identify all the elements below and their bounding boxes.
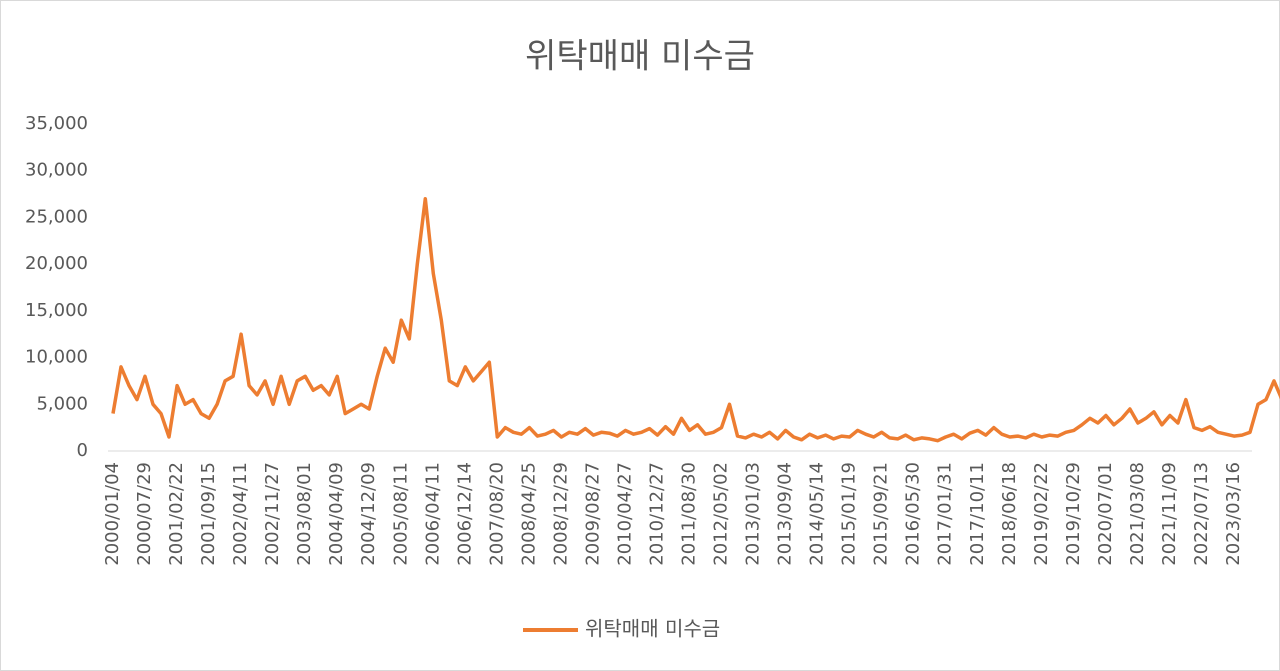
x-tick-label: 2016/05/30 xyxy=(903,462,924,566)
x-tick-label: 2010/04/27 xyxy=(614,462,635,566)
x-tick-label: 2015/01/19 xyxy=(839,462,860,566)
x-tick-label: 2012/05/02 xyxy=(711,462,732,566)
x-tick-label: 2023/03/16 xyxy=(1223,462,1244,566)
x-tick-label: 2002/04/11 xyxy=(230,462,251,566)
chart-title: 위탁매매 미수금 xyxy=(525,37,755,77)
y-tick-label: 5,000 xyxy=(36,393,88,414)
x-tick-label: 2001/09/15 xyxy=(198,462,219,566)
x-tick-label: 2002/11/27 xyxy=(262,462,283,566)
x-tick-label: 2003/08/01 xyxy=(294,462,315,566)
x-tick-label: 2004/12/09 xyxy=(358,462,379,566)
x-tick-label: 2006/04/11 xyxy=(422,462,443,566)
x-tick-label: 2009/08/27 xyxy=(582,462,603,566)
x-tick-label: 2019/02/22 xyxy=(1031,462,1052,566)
x-tick-label: 2019/10/29 xyxy=(1063,462,1084,566)
x-tick-label: 2022/07/13 xyxy=(1191,462,1212,566)
x-tick-label: 2013/01/03 xyxy=(743,462,764,566)
x-tick-label: 2013/09/04 xyxy=(775,462,796,566)
x-tick-label: 2006/12/14 xyxy=(454,462,475,566)
x-tick-label: 2014/05/14 xyxy=(807,462,828,566)
x-tick-label: 2017/01/31 xyxy=(935,462,956,566)
x-tick-label: 2000/01/04 xyxy=(102,462,123,566)
x-tick-label: 2000/07/29 xyxy=(134,462,155,566)
x-tick-label: 2010/12/27 xyxy=(646,462,667,566)
y-tick-label: 35,000 xyxy=(25,113,88,134)
x-tick-label: 2011/08/30 xyxy=(679,462,700,566)
y-tick-label: 15,000 xyxy=(25,300,88,321)
x-tick-label: 2007/08/20 xyxy=(486,462,507,566)
x-tick-label: 2008/04/25 xyxy=(518,462,539,566)
x-tick-label: 2017/10/11 xyxy=(967,462,988,566)
x-tick-label: 2018/06/18 xyxy=(999,462,1020,566)
x-tick-label: 2021/03/08 xyxy=(1127,462,1148,566)
y-tick-label: 25,000 xyxy=(25,206,88,227)
x-tick-label: 2020/07/01 xyxy=(1095,462,1116,566)
y-tick-label: 10,000 xyxy=(25,347,88,368)
x-tick-label: 2001/02/22 xyxy=(166,462,187,566)
y-tick-label: 30,000 xyxy=(25,160,88,181)
x-tick-label: 2015/09/21 xyxy=(871,462,892,566)
x-tick-label: 2021/11/09 xyxy=(1159,462,1180,566)
y-tick-label: 20,000 xyxy=(25,253,88,274)
x-tick-label: 2005/08/11 xyxy=(390,462,411,566)
x-tick-label: 2008/12/29 xyxy=(550,462,571,566)
legend-label: 위탁매매 미수금 xyxy=(585,617,720,641)
data-line xyxy=(111,196,1280,443)
y-tick-label: 0 xyxy=(77,440,88,461)
x-tick-label: 2004/04/09 xyxy=(326,462,347,566)
